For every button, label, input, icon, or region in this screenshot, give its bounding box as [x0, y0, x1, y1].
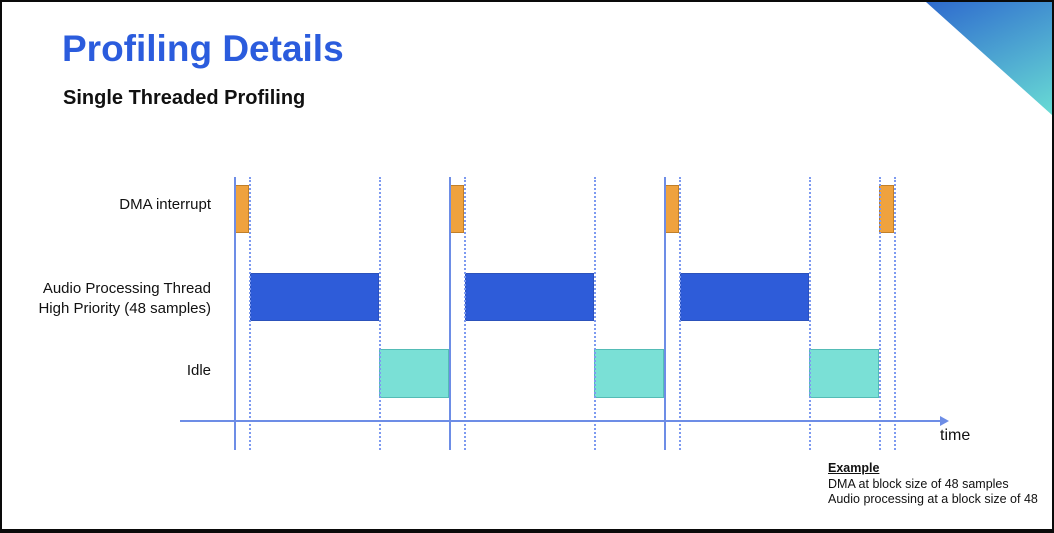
- dma-interrupt-bar: [664, 185, 679, 233]
- time-axis-line: [180, 420, 940, 422]
- period-start-line: [664, 177, 666, 450]
- idle-bar: [809, 349, 879, 398]
- dma-end-line: [249, 177, 251, 450]
- dma-end-line: [464, 177, 466, 450]
- page-title: Profiling Details: [62, 28, 344, 69]
- row-label-audio-line2: High Priority (48 samples): [38, 300, 211, 317]
- example-line-1: DMA at block size of 48 samples: [828, 477, 1009, 491]
- dma-interrupt-bar: [879, 185, 894, 233]
- period-start-line: [234, 177, 236, 450]
- row-label-idle: Idle: [186, 362, 211, 379]
- audio-processing-bar: [465, 273, 594, 321]
- audio-end-line: [379, 177, 381, 450]
- time-axis-label: time: [940, 427, 971, 444]
- idle-bar: [379, 349, 449, 398]
- period-start-line: [449, 177, 451, 450]
- dma-interrupt-bar: [449, 185, 464, 233]
- audio-end-line: [809, 177, 811, 450]
- dma-interrupt-bar: [234, 185, 249, 233]
- example-heading: Example: [828, 461, 880, 475]
- dma-end-line: [894, 177, 896, 450]
- audio-processing-bar: [680, 273, 809, 321]
- audio-processing-bar: [250, 273, 379, 321]
- slide-subtitle: Single Threaded Profiling: [63, 87, 306, 109]
- example-line-2: Audio processing at a block size of 48: [828, 492, 1038, 506]
- row-label-audio-line1: Audio Processing Thread: [42, 280, 211, 297]
- period-start-line: [879, 177, 881, 450]
- idle-bar: [594, 349, 664, 398]
- row-label-dma-interrupt: DMA interrupt: [119, 196, 211, 213]
- audio-end-line: [594, 177, 596, 450]
- dma-end-line: [679, 177, 681, 450]
- example-note: Example DMA at block size of 48 samples …: [828, 461, 1038, 507]
- row-label-audio-processing: Audio Processing Thread High Priority (4…: [2, 279, 211, 319]
- time-axis-arrowhead-icon: [940, 416, 949, 426]
